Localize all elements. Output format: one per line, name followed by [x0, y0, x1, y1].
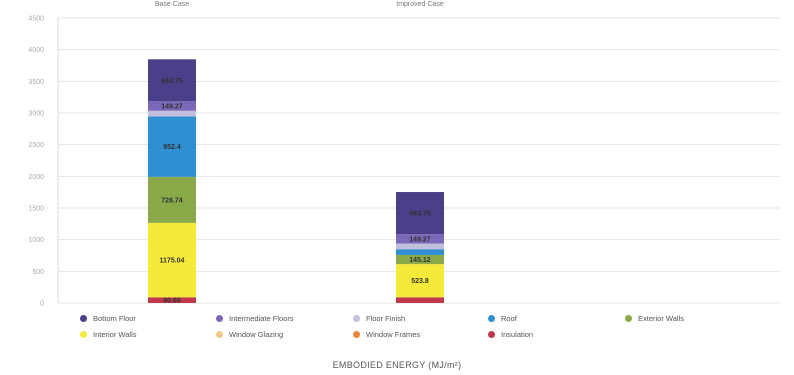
bar-segment: [148, 222, 196, 298]
legend-label: Interior Walls: [93, 330, 137, 339]
legend-label: Window Frames: [366, 330, 421, 339]
chart-area: 0 500 1000 1500 2000 2500 3000 3500 4000 4500 Base…: [28, 1, 780, 308]
legend-label: Roof: [501, 314, 517, 323]
bar-segment: [396, 297, 444, 303]
y-tick-label: 1500: [28, 206, 44, 213]
data-label: 523.8: [411, 278, 429, 285]
legend-swatch: [216, 331, 223, 338]
legend-swatch: [353, 315, 360, 322]
legend-label: Intermediate Floors: [229, 314, 294, 323]
y-tick-label: 3000: [28, 111, 44, 118]
y-tick-label: 3500: [28, 79, 44, 86]
legend-swatch: [353, 331, 360, 338]
legend-swatch: [488, 315, 495, 322]
bar-segment: [396, 234, 444, 244]
y-tick-label: 2000: [28, 174, 44, 181]
bar-segment: [148, 116, 196, 177]
bar-segment: [148, 59, 196, 102]
x-axis-label: EMBODIED ENERGY (MJ/m²): [332, 360, 462, 370]
legend-item: Insulation: [488, 330, 533, 339]
bar-segment: [396, 192, 444, 235]
legend-item: Window Glazing: [216, 330, 283, 339]
data-label: 149.27: [409, 236, 431, 243]
y-tick-label: 500: [32, 269, 44, 276]
y-tick-label: 4000: [28, 47, 44, 54]
legend-label: Window Glazing: [229, 330, 284, 339]
bar-segment: [396, 264, 444, 298]
bar-segment: [396, 243, 444, 250]
legend-item: Bottom Floor: [80, 314, 136, 323]
data-label: 145.12: [409, 257, 431, 264]
data-label: 952.4: [163, 144, 181, 151]
legend-swatch: [488, 331, 495, 338]
bar-segment: [148, 101, 196, 111]
legend-item: Floor Finish: [353, 314, 405, 323]
data-label: 663.75: [161, 78, 183, 85]
data-label: 663.75: [409, 211, 431, 218]
legend-label: Bottom Floor: [93, 314, 136, 323]
data-label: 726.74: [161, 197, 183, 204]
legend-swatch: [625, 315, 632, 322]
bar-segment: [148, 297, 196, 303]
bar-segment: [396, 249, 444, 255]
y-tick-label: 4500: [28, 16, 44, 23]
legend-swatch: [80, 331, 87, 338]
bar-segment: [148, 176, 196, 223]
y-tick-label: 0: [40, 301, 44, 308]
bar-segment: [148, 110, 196, 117]
legend-item: Exterior Walls: [625, 314, 684, 323]
bar-segment: [396, 254, 444, 265]
y-tick-label: 1000: [28, 237, 44, 244]
category-label: Base Case: [155, 1, 189, 8]
legend-label: Exterior Walls: [638, 314, 684, 323]
legend-item: Roof: [488, 314, 517, 323]
legend-item: Window Frames: [353, 330, 420, 339]
legend-item: Interior Walls: [80, 330, 136, 339]
data-label: 90.69: [163, 298, 181, 305]
legend-swatch: [216, 315, 223, 322]
legend-item: Intermediate Floors: [216, 314, 294, 323]
data-label: 149.27: [161, 104, 183, 111]
legend-swatch: [80, 315, 87, 322]
legend-label: Floor Finish: [366, 314, 406, 323]
category-label: Improved Case: [396, 1, 444, 8]
legend-label: Insulation: [501, 330, 534, 339]
y-tick-label: 2500: [28, 142, 44, 149]
data-label: 1175.04: [160, 258, 185, 265]
